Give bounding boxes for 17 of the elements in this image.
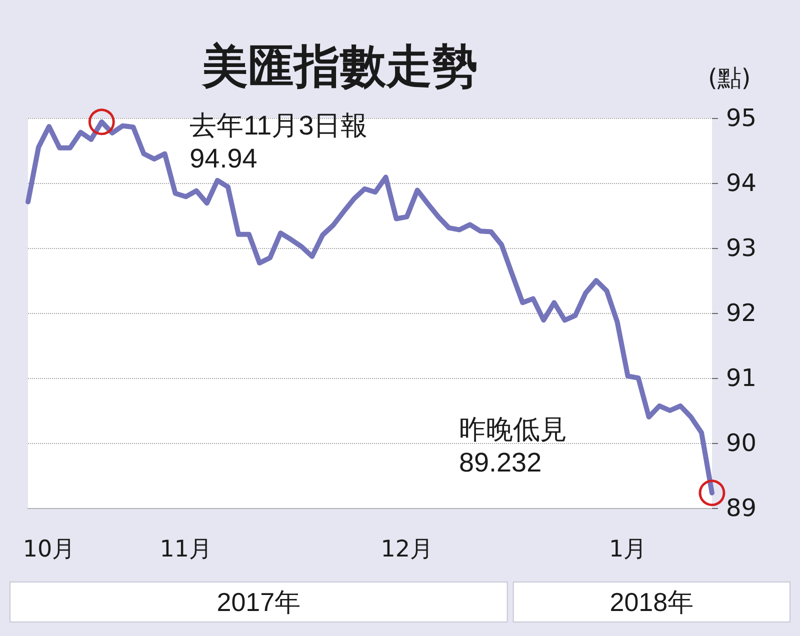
y-tick-label: 94 [726,169,757,197]
y-tick-label: 90 [726,429,757,457]
y-tick-label: 91 [726,364,757,392]
annotation: 昨晚低見 89.232 [459,414,567,478]
y-tick-label: 92 [726,299,757,327]
x-tick-label: 12月 [380,536,433,562]
y-tick-label: 95 [726,104,757,132]
text: 2017年 [216,587,301,617]
x-tick-label: 10月 [22,536,76,562]
x-tick-label: 11月 [160,536,212,562]
y-tick-label: 93 [726,234,757,262]
y-axis-title: (點) [708,64,751,92]
chart-title: 美匯指數走勢 [201,39,478,93]
y-tick-label: 89 [726,494,757,522]
annotation: 去年11月3日報 94.94 [190,110,368,174]
x-tick-label: 1月 [608,536,647,562]
text: 2018年 [610,587,694,617]
